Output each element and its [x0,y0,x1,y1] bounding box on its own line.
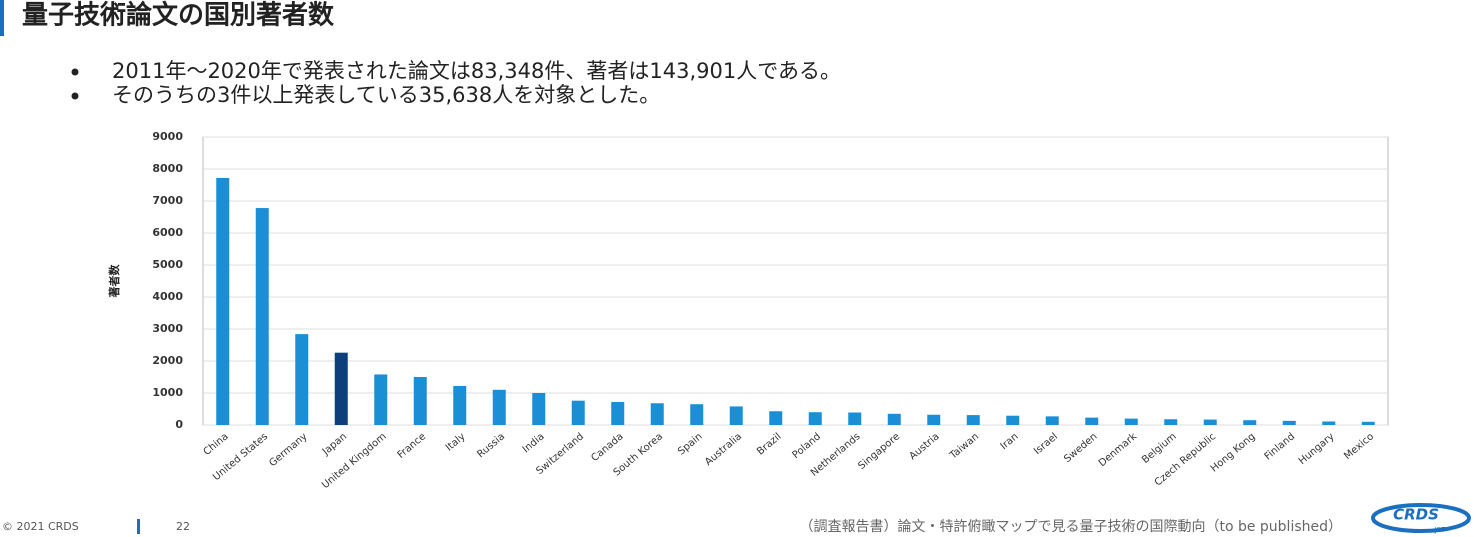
x-tick-label: Mexico [1342,431,1376,462]
bullet-dot [71,92,79,100]
bar [216,177,230,425]
bullet-dot [71,68,79,76]
source-note: （調査報告書）論文・特許俯瞰マップで見る量子技術の国際動向（to be publ… [799,519,1342,535]
bar [492,389,506,425]
bar [571,400,585,425]
y-tick-label: 8000 [152,162,183,175]
footer-separator [137,519,140,534]
x-tick-label: Belgium [1140,431,1178,466]
y-tick-label: 9000 [152,130,183,143]
y-tick-label: 1000 [152,386,183,399]
bar [1164,419,1178,425]
bar [1322,421,1336,425]
bar [611,401,625,425]
bar [334,352,348,425]
y-tick-label: 4000 [152,290,183,303]
bar [1361,421,1375,425]
bar [1203,419,1217,425]
x-tick-label: Singapore [856,431,902,472]
bar [729,406,743,425]
x-tick-label: Russia [475,431,507,460]
bar [769,411,783,425]
x-tick-label: Brazil [755,431,783,457]
x-tick-label: Denmark [1097,431,1139,469]
x-tick-label: Italy [444,431,468,453]
y-tick-label: 3000 [152,322,183,335]
bar [650,403,664,425]
x-tick-label: France [396,431,429,461]
x-tick-label: Finland [1263,431,1297,462]
y-tick-label: 5000 [152,258,183,271]
y-tick-label: 2000 [152,354,183,367]
bar [1124,418,1138,425]
bar [1243,420,1257,425]
bar [966,415,980,425]
bar [1282,420,1296,425]
bar [295,334,309,425]
bar [1085,417,1099,425]
bullet-text: そのうちの3件以上発表している35,638人を対象とした。 [112,83,660,107]
title-accent [0,0,4,36]
x-tick-label: India [521,431,547,455]
y-tick-label: 0 [175,418,183,431]
slide-title: 量子技術論文の国別著者数 [22,0,335,31]
chart: 0 1000 2000 3000 4000 5000 6000 7000 8000 9000 Chi… [152,130,1389,491]
logo-sub: JST [1434,526,1447,534]
x-tick-label: Iran [999,431,1021,452]
bar [927,414,941,425]
x-tick-label: Australia [703,431,744,468]
x-tick-label: Spain [676,431,704,457]
x-tick-label: Sweden [1062,431,1099,465]
bar [887,413,901,425]
bar [374,374,388,425]
bar [1006,415,1020,425]
bar [1045,416,1059,425]
x-tick-label: Israel [1032,431,1060,457]
y-tick-label: 6000 [152,226,183,239]
x-tick-label: Canada [589,431,625,464]
x-tick-label: China [202,431,231,458]
x-tick-label: Germany [267,431,309,469]
bar [808,412,822,425]
bar [413,377,427,425]
bullet-text: 2011年～2020年で発表された論文は83,348件、著者は143,901人で… [112,59,841,83]
x-tick-label: Poland [790,431,823,461]
y-axis-label: 著者数 [107,264,121,298]
x-tick-label: Austria [907,431,941,462]
bar [532,393,546,425]
bar [255,208,269,425]
y-tick-label: 7000 [152,194,183,207]
plot-area [202,136,1389,426]
x-tick-label: Japan [320,431,349,458]
copyright: © 2021 CRDS [2,520,79,533]
x-tick-label: Hungary [1297,431,1337,467]
logo-ring [1371,503,1471,533]
bar [453,385,467,425]
logo: CRDS [1393,506,1439,524]
bar [690,404,704,425]
bar [848,412,862,425]
page-number: 22 [176,520,190,533]
x-tick-label: Taiwan [947,431,981,462]
